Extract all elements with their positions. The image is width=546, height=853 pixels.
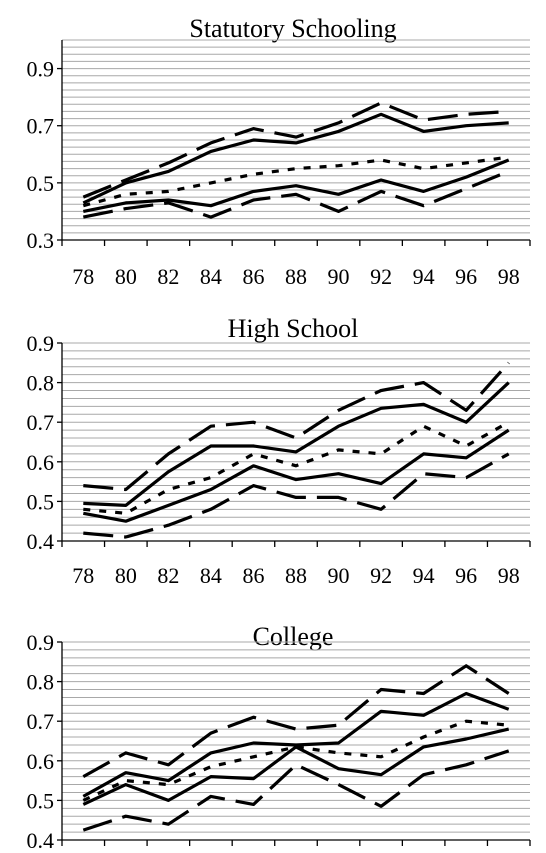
series-line-2 — [82, 691, 510, 798]
x-tick-label: 78 — [72, 563, 94, 588]
x-tick-label: 96 — [455, 563, 477, 588]
x-tick-label: 98 — [498, 264, 520, 289]
x-tick-label: 84 — [200, 264, 222, 289]
series-line-1 — [83, 361, 510, 492]
series-line-2 — [82, 112, 509, 205]
x-tick-label: 82 — [157, 563, 179, 588]
x-tick-label: 88 — [285, 563, 307, 588]
y-tick-label: 0.5 — [27, 489, 55, 514]
series-line-5 — [83, 452, 510, 539]
x-tick-label: 92 — [370, 563, 392, 588]
x-tick-label: 78 — [72, 264, 94, 289]
y-tick-label: 0.9 — [27, 57, 55, 82]
chart-title: Statutory Schooling — [189, 14, 396, 43]
y-tick-label: 0.5 — [27, 171, 55, 196]
series-line-2 — [83, 381, 510, 507]
y-tick-label: 0.7 — [27, 410, 55, 435]
x-tick-label: 90 — [328, 563, 350, 588]
series-line-1 — [82, 664, 510, 778]
series-line-3 — [82, 719, 509, 802]
x-tick-label: 90 — [328, 264, 350, 289]
y-tick-label: 0.4 — [27, 828, 55, 848]
x-tick-label: 94 — [413, 264, 435, 289]
series-line-5 — [82, 749, 510, 832]
x-tick-label: 88 — [285, 264, 307, 289]
series-line-4 — [82, 727, 510, 806]
x-tick-label: 86 — [242, 264, 264, 289]
x-tick-label: 86 — [242, 563, 264, 588]
y-tick-label: 0.6 — [27, 749, 55, 774]
series-line-1 — [82, 101, 509, 199]
x-tick-label: 80 — [115, 563, 137, 588]
y-tick-label: 0.8 — [27, 670, 55, 695]
y-tick-label: 0.3 — [27, 228, 55, 253]
y-tick-label: 0.7 — [27, 114, 55, 139]
x-tick-label: 98 — [498, 563, 520, 588]
x-tick-label: 82 — [157, 264, 179, 289]
y-tick-label: 0.9 — [27, 331, 55, 356]
series-line-3 — [83, 420, 510, 515]
y-tick-label: 0.7 — [27, 709, 55, 734]
y-tick-label: 0.9 — [27, 630, 55, 655]
chart-title: High School — [228, 314, 359, 343]
y-tick-label: 0.4 — [27, 529, 55, 554]
y-tick-label: 0.5 — [27, 788, 55, 813]
x-tick-label: 84 — [200, 563, 222, 588]
x-tick-label: 92 — [370, 264, 392, 289]
y-tick-label: 0.6 — [27, 450, 55, 475]
series-line-4 — [82, 158, 510, 213]
chart-title: College — [253, 622, 334, 651]
x-tick-label: 80 — [115, 264, 137, 289]
series-line-4 — [83, 428, 510, 523]
series-line-5 — [82, 169, 510, 219]
y-tick-label: 0.8 — [27, 371, 55, 396]
x-tick-label: 96 — [455, 264, 477, 289]
x-tick-label: 94 — [413, 563, 435, 588]
